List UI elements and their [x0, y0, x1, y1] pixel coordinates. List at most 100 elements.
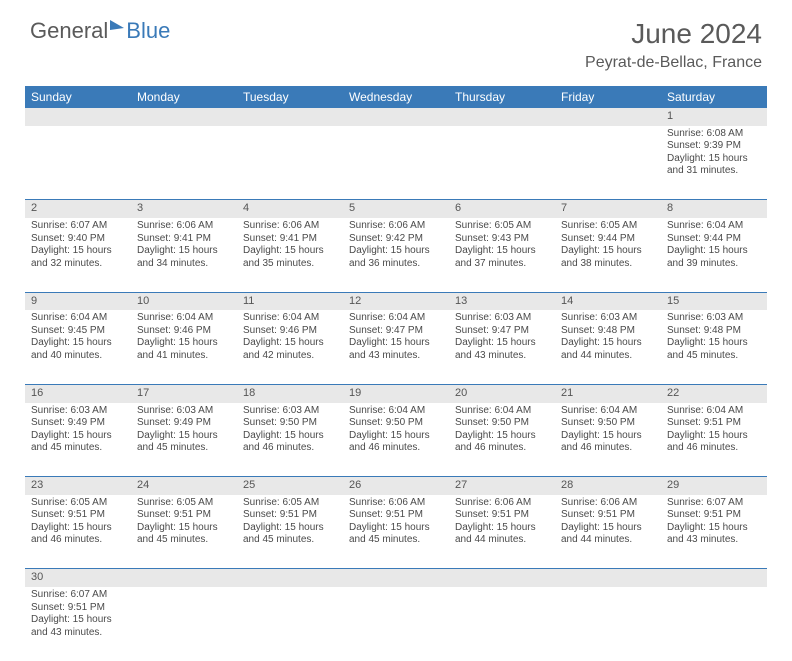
day-number-cell: 1: [661, 108, 767, 126]
day-number-cell: [237, 108, 343, 126]
daylight-text: and 45 minutes.: [31, 442, 125, 455]
week-row: Sunrise: 6:03 AMSunset: 9:49 PMDaylight:…: [25, 403, 767, 477]
sunset-text: Sunset: 9:44 PM: [561, 233, 655, 246]
page-header: GeneralBlue June 2024 Peyrat-de-Bellac, …: [0, 0, 792, 80]
day-content: Sunrise: 6:04 AMSunset: 9:47 PMDaylight:…: [343, 310, 449, 366]
day-content: Sunrise: 6:03 AMSunset: 9:49 PMDaylight:…: [25, 403, 131, 459]
day-cell: Sunrise: 6:06 AMSunset: 9:51 PMDaylight:…: [449, 495, 555, 569]
sunset-text: Sunset: 9:49 PM: [137, 417, 231, 430]
sunrise-text: Sunrise: 6:04 AM: [667, 405, 761, 418]
day-cell: Sunrise: 6:07 AMSunset: 9:51 PMDaylight:…: [661, 495, 767, 569]
day-number-cell: [555, 108, 661, 126]
daylight-text: Daylight: 15 hours: [349, 522, 443, 535]
day-content: Sunrise: 6:05 AMSunset: 9:44 PMDaylight:…: [555, 218, 661, 274]
day-number-cell: 4: [237, 200, 343, 218]
day-number-cell: [343, 569, 449, 587]
month-title: June 2024: [585, 18, 762, 50]
day-cell: Sunrise: 6:03 AMSunset: 9:48 PMDaylight:…: [555, 310, 661, 384]
daylight-text: and 35 minutes.: [243, 258, 337, 271]
daylight-text: and 41 minutes.: [137, 350, 231, 363]
day-cell: [237, 126, 343, 200]
daylight-text: and 44 minutes.: [561, 534, 655, 547]
daylight-text: Daylight: 15 hours: [243, 337, 337, 350]
daylight-text: and 39 minutes.: [667, 258, 761, 271]
sunset-text: Sunset: 9:48 PM: [667, 325, 761, 338]
day-number-cell: 7: [555, 200, 661, 218]
day-cell: Sunrise: 6:04 AMSunset: 9:47 PMDaylight:…: [343, 310, 449, 384]
day-cell: Sunrise: 6:06 AMSunset: 9:42 PMDaylight:…: [343, 218, 449, 292]
day-number-cell: 28: [555, 477, 661, 495]
sunset-text: Sunset: 9:51 PM: [667, 417, 761, 430]
day-cell: Sunrise: 6:08 AMSunset: 9:39 PMDaylight:…: [661, 126, 767, 200]
sunrise-text: Sunrise: 6:04 AM: [31, 312, 125, 325]
sunrise-text: Sunrise: 6:03 AM: [137, 405, 231, 418]
daylight-text: Daylight: 15 hours: [137, 522, 231, 535]
day-cell: Sunrise: 6:04 AMSunset: 9:50 PMDaylight:…: [449, 403, 555, 477]
col-sunday: Sunday: [25, 86, 131, 108]
sunrise-text: Sunrise: 6:05 AM: [31, 497, 125, 510]
daynum-row: 23242526272829: [25, 477, 767, 495]
sunrise-text: Sunrise: 6:04 AM: [561, 405, 655, 418]
day-content: Sunrise: 6:03 AMSunset: 9:49 PMDaylight:…: [131, 403, 237, 459]
sunset-text: Sunset: 9:51 PM: [455, 509, 549, 522]
daylight-text: Daylight: 15 hours: [31, 614, 125, 627]
day-cell: Sunrise: 6:05 AMSunset: 9:44 PMDaylight:…: [555, 218, 661, 292]
daylight-text: Daylight: 15 hours: [137, 337, 231, 350]
day-number-cell: 13: [449, 292, 555, 310]
day-cell: Sunrise: 6:07 AMSunset: 9:40 PMDaylight:…: [25, 218, 131, 292]
day-cell: [449, 587, 555, 661]
day-number-cell: 8: [661, 200, 767, 218]
sunrise-text: Sunrise: 6:04 AM: [455, 405, 549, 418]
day-content: Sunrise: 6:08 AMSunset: 9:39 PMDaylight:…: [661, 126, 767, 182]
sunrise-text: Sunrise: 6:06 AM: [561, 497, 655, 510]
week-row: Sunrise: 6:04 AMSunset: 9:45 PM Daylight:…: [25, 310, 767, 384]
sunset-text: Sunset: 9:42 PM: [349, 233, 443, 246]
daynum-row: 16171819202122: [25, 384, 767, 402]
day-number-cell: 19: [343, 384, 449, 402]
sunrise-text: Sunrise: 6:04 AM: [667, 220, 761, 233]
day-number-cell: 15: [661, 292, 767, 310]
day-cell: [25, 126, 131, 200]
sunrise-text: Sunrise: 6:04 AM: [349, 405, 443, 418]
sunset-text: Sunset: 9:51 PM: [349, 509, 443, 522]
sunset-text: Sunset: 9:48 PM: [561, 325, 655, 338]
brand-part2: Blue: [126, 18, 170, 44]
day-cell: Sunrise: 6:04 AMSunset: 9:44 PMDaylight:…: [661, 218, 767, 292]
sunset-text: Sunset: 9:50 PM: [455, 417, 549, 430]
sunset-text: Sunset: 9:49 PM: [31, 417, 125, 430]
daylight-text: Daylight: 15 hours: [243, 430, 337, 443]
daylight-text: Daylight: 15 hours: [349, 430, 443, 443]
daylight-text: and 46 minutes.: [349, 442, 443, 455]
sunset-text: Sunset: 9:51 PM: [667, 509, 761, 522]
daylight-text: and 46 minutes.: [243, 442, 337, 455]
day-cell: Sunrise: 6:07 AMSunset: 9:51 PMDaylight:…: [25, 587, 131, 661]
day-content: Sunrise: 6:07 AMSunset: 9:51 PMDaylight:…: [661, 495, 767, 551]
week-row: Sunrise: 6:07 AMSunset: 9:51 PMDaylight:…: [25, 587, 767, 661]
daylight-text: Daylight: 15 hours: [455, 522, 549, 535]
sunset-text: Sunset: 9:51 PM: [31, 509, 125, 522]
sunset-text: Sunset: 9:51 PM: [243, 509, 337, 522]
day-cell: Sunrise: 6:03 AMSunset: 9:49 PMDaylight:…: [25, 403, 131, 477]
daylight-text: Daylight: 15 hours: [31, 245, 125, 258]
day-content: Sunrise: 6:04 AMSunset: 9:44 PMDaylight:…: [661, 218, 767, 274]
daylight-text: Daylight: 15 hours: [667, 430, 761, 443]
daylight-text: and 46 minutes.: [561, 442, 655, 455]
day-content: Sunrise: 6:07 AMSunset: 9:40 PMDaylight:…: [25, 218, 131, 274]
sunset-text: Sunset: 9:45 PM: [31, 325, 125, 338]
day-cell: Sunrise: 6:04 AMSunset: 9:50 PMDaylight:…: [343, 403, 449, 477]
day-content: Sunrise: 6:06 AMSunset: 9:42 PMDaylight:…: [343, 218, 449, 274]
day-number-cell: 20: [449, 384, 555, 402]
day-cell: [555, 126, 661, 200]
daylight-text: Daylight: 15 hours: [455, 245, 549, 258]
day-content: Sunrise: 6:03 AMSunset: 9:47 PMDaylight:…: [449, 310, 555, 366]
sunrise-text: Sunrise: 6:03 AM: [31, 405, 125, 418]
sunset-text: Sunset: 9:47 PM: [349, 325, 443, 338]
sunrise-text: Sunrise: 6:03 AM: [243, 405, 337, 418]
daylight-text: Daylight: 15 hours: [137, 245, 231, 258]
col-wednesday: Wednesday: [343, 86, 449, 108]
week-row: Sunrise: 6:08 AMSunset: 9:39 PMDaylight:…: [25, 126, 767, 200]
daynum-row: 9101112131415: [25, 292, 767, 310]
day-number-cell: 29: [661, 477, 767, 495]
day-number-cell: 16: [25, 384, 131, 402]
daynum-row: 30: [25, 569, 767, 587]
